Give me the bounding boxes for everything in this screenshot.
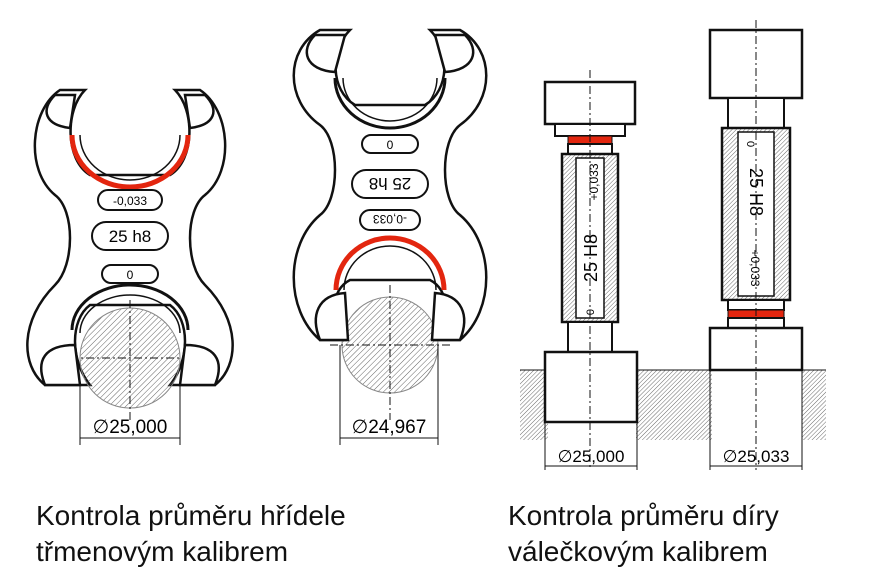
plug-gauge-nogo-tolerance: +0,033 — [748, 249, 762, 286]
snap-gauge-go-size: 25 h8 — [109, 227, 152, 246]
caption-left-line2: třmenovým kalibrem — [36, 536, 289, 567]
plug-gauge-go-size: 25 H8 — [581, 234, 601, 282]
plug-gauge-go: 0 25 H8 +0,033 ∅25,000 — [543, 70, 639, 470]
snap-gauge-nogo-contact — [333, 235, 447, 291]
caption-left-line1: Kontrola průměru hřídele — [36, 500, 346, 531]
snap-gauge-go-tolerance: -0,033 — [113, 194, 147, 208]
snap-gauge-nogo-tolerance: -0,033 — [373, 212, 407, 226]
snap-gauge-go: -0,033 25 h8 0 ∅25,000 — [26, 88, 234, 445]
plug-gauge-go-zero: 0 — [585, 309, 597, 315]
plug-gauge-nogo: 0 25 H8 +0,033 ∅25,033 — [708, 20, 804, 470]
caption-right-line1: Kontrola průměru díry — [508, 500, 779, 531]
plug-gauge-go-tolerance: +0,033 — [587, 163, 601, 200]
snap-gauge-nogo-zero: 0 — [387, 138, 394, 152]
caption-right: Kontrola průměru díry válečkovým kalibre… — [508, 498, 779, 570]
plug-gauge-nogo-dimension: ∅25,033 — [723, 447, 790, 466]
snap-gauge-nogo: 0 25 h8 -0,033 ∅24,967 — [292, 28, 488, 445]
caption-left: Kontrola průměru hřídele třmenovým kalib… — [36, 498, 346, 570]
plug-gauge-nogo-zero: 0 — [744, 141, 756, 147]
caption-right-line2: válečkovým kalibrem — [508, 536, 768, 567]
workpiece-section — [520, 369, 826, 440]
plug-gauge-go-dimension: ∅25,000 — [558, 447, 625, 466]
snap-gauge-go-zero: 0 — [127, 268, 134, 282]
snap-gauge-nogo-dimension: ∅24,967 — [352, 417, 427, 438]
snap-gauge-go-contact — [69, 134, 191, 190]
snap-gauge-go-dimension: ∅25,000 — [93, 417, 168, 438]
snap-gauge-nogo-size: 25 h8 — [369, 174, 412, 193]
